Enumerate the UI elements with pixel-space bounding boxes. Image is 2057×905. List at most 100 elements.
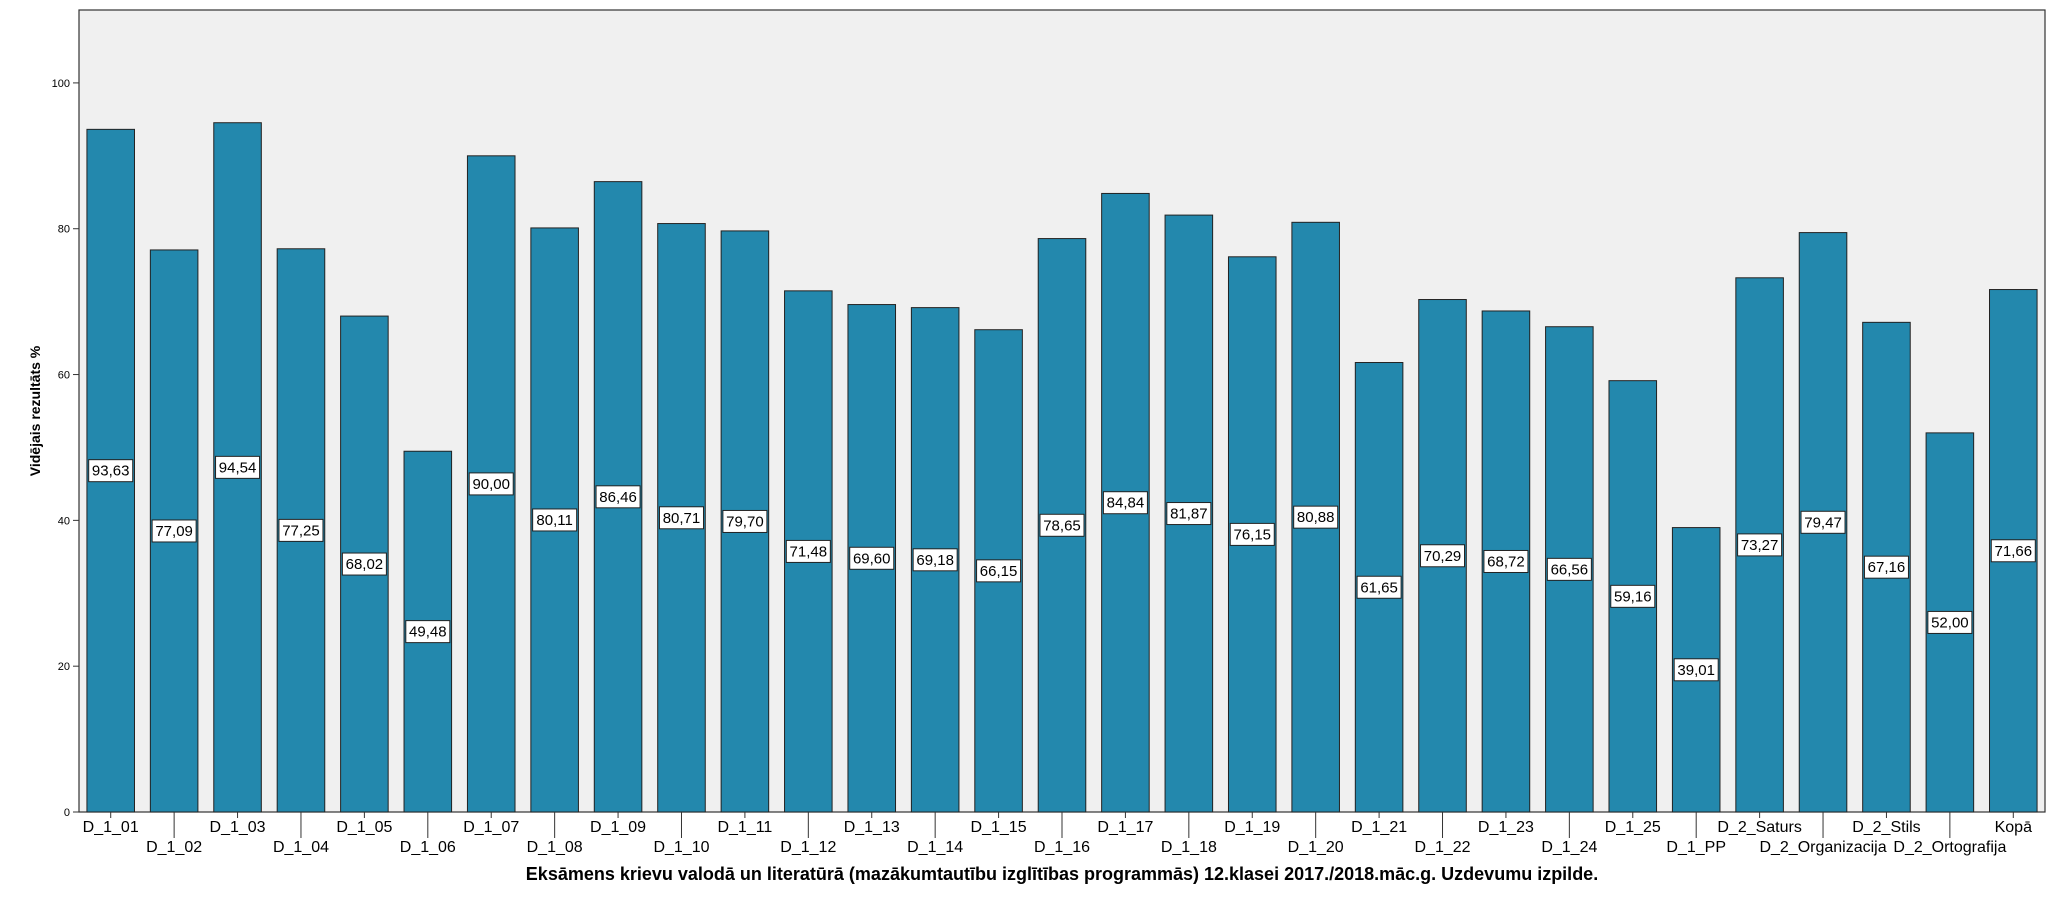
data-label-box — [1927, 610, 1973, 634]
data-label: 78,65 — [1043, 517, 1081, 534]
x-tick-label: D_1_10 — [653, 839, 709, 856]
data-label-box — [1863, 555, 1909, 579]
x-tick-label: D_1_07 — [463, 819, 519, 836]
data-label-box — [1483, 549, 1529, 573]
x-tick-label: D_1_08 — [527, 839, 583, 856]
data-label-box — [405, 620, 451, 644]
y-tick-label: 100 — [52, 78, 70, 90]
data-label-box — [532, 508, 578, 532]
x-axis: D_1_01 D_1_02 D_1_03 D_1_04 D_1_05 D_1_06 D_1_… — [83, 812, 2032, 856]
data-label-box — [658, 506, 704, 530]
x-tick-label: D_1_PP — [1666, 839, 1726, 856]
x-tick-label: D_1_02 — [146, 839, 202, 856]
x-tick-label: D_1_22 — [1414, 839, 1470, 856]
data-label-box — [1229, 522, 1275, 546]
data-label-box — [1356, 575, 1402, 599]
x-axis-title: Eksāmens krievu valodā un literatūrā (ma… — [526, 864, 1598, 884]
x-tick-label: D_1_18 — [1161, 839, 1217, 856]
x-tick-label: D_2_Stils — [1852, 819, 1920, 836]
data-label-box — [595, 485, 641, 509]
data-label: 61,65 — [1360, 579, 1398, 596]
data-label: 71,48 — [790, 543, 828, 560]
x-tick-label: D_2_Organizacija — [1759, 839, 1886, 856]
x-tick-label: D_1_11 — [717, 819, 772, 836]
x-tick-label: D_1_21 — [1351, 819, 1407, 836]
data-label-box — [722, 509, 768, 533]
x-tick-label: D_1_23 — [1478, 819, 1534, 836]
x-tick-label: D_1_01 — [83, 819, 139, 836]
data-label-box — [88, 459, 134, 483]
data-label-box — [1293, 505, 1339, 529]
data-label-box — [1990, 539, 2036, 563]
data-label: 70,29 — [1424, 548, 1462, 565]
x-tick-label: D_1_17 — [1097, 819, 1153, 836]
y-tick-label: 0 — [64, 807, 70, 819]
data-label-box — [785, 539, 831, 563]
data-label: 76,15 — [1233, 526, 1271, 543]
data-label: 66,15 — [980, 563, 1018, 580]
data-label-box — [1737, 533, 1783, 557]
data-label: 67,16 — [1868, 559, 1906, 576]
data-label: 77,09 — [155, 523, 193, 540]
data-label-box — [1673, 658, 1719, 682]
data-label: 90,00 — [472, 476, 510, 493]
data-label-box — [1102, 491, 1148, 515]
x-tick-label: D_1_06 — [400, 839, 456, 856]
data-label-box — [912, 548, 958, 572]
data-label: 81,87 — [1170, 506, 1208, 523]
data-label: 80,88 — [1297, 509, 1335, 526]
data-label-box — [215, 455, 261, 479]
x-tick-label: D_1_05 — [336, 819, 392, 836]
x-tick-label: D_2_Ortografija — [1893, 839, 2006, 856]
data-label: 69,60 — [853, 550, 891, 567]
data-label: 79,70 — [726, 513, 764, 530]
data-label: 94,54 — [219, 459, 257, 476]
y-tick-label: 60 — [58, 370, 70, 382]
x-tick-label: D_1_19 — [1224, 819, 1280, 836]
data-label: 84,84 — [1107, 495, 1145, 512]
data-label-box — [151, 519, 197, 543]
data-label-box — [1800, 510, 1846, 534]
data-label: 66,56 — [1551, 561, 1589, 578]
data-label-box — [468, 472, 514, 496]
data-label: 80,11 — [536, 512, 572, 529]
data-labels: 93,63 77,09 94,54 77,25 68,02 49,48 90,00 80,11… — [88, 455, 2036, 682]
data-label: 86,46 — [599, 489, 637, 506]
x-tick-label: D_2_Saturs — [1717, 819, 1802, 836]
data-label-box — [341, 552, 387, 576]
data-label-box — [1610, 584, 1656, 608]
y-tick-label: 20 — [58, 661, 70, 673]
data-label-box — [1420, 544, 1466, 568]
data-label-box — [976, 559, 1022, 583]
data-label: 52,00 — [1931, 614, 1969, 631]
data-label-box — [849, 546, 895, 570]
data-label-box — [1039, 513, 1085, 537]
data-label: 73,27 — [1741, 537, 1779, 554]
x-tick-label: D_1_16 — [1034, 839, 1090, 856]
data-label-box — [1166, 502, 1212, 526]
data-label-box — [278, 518, 324, 542]
x-tick-label: D_1_03 — [210, 819, 266, 836]
data-label: 68,72 — [1487, 553, 1525, 570]
x-tick-label: D_1_20 — [1288, 839, 1344, 856]
x-tick-label: D_1_24 — [1541, 839, 1597, 856]
data-label: 77,25 — [282, 522, 320, 539]
data-label-box — [1546, 557, 1592, 581]
y-tick-label: 40 — [58, 515, 70, 527]
x-tick-label: D_1_12 — [780, 839, 836, 856]
y-axis: 0 20 40 60 80 100 — [52, 78, 79, 819]
data-label: 80,71 — [663, 510, 701, 527]
x-tick-label: D_1_13 — [844, 819, 900, 836]
x-tick-label: D_1_15 — [971, 819, 1027, 836]
data-label: 93,63 — [92, 463, 130, 480]
x-tick-label: Kopā — [1995, 819, 2032, 836]
x-tick-label: D_1_25 — [1605, 819, 1661, 836]
data-label: 59,16 — [1614, 588, 1652, 605]
data-label: 71,66 — [1995, 543, 2033, 560]
data-label: 68,02 — [346, 556, 384, 573]
x-tick-label: D_1_09 — [590, 819, 646, 836]
y-axis-title: Vidējais rezultāts % — [27, 345, 43, 476]
x-tick-label: D_1_04 — [273, 839, 329, 856]
